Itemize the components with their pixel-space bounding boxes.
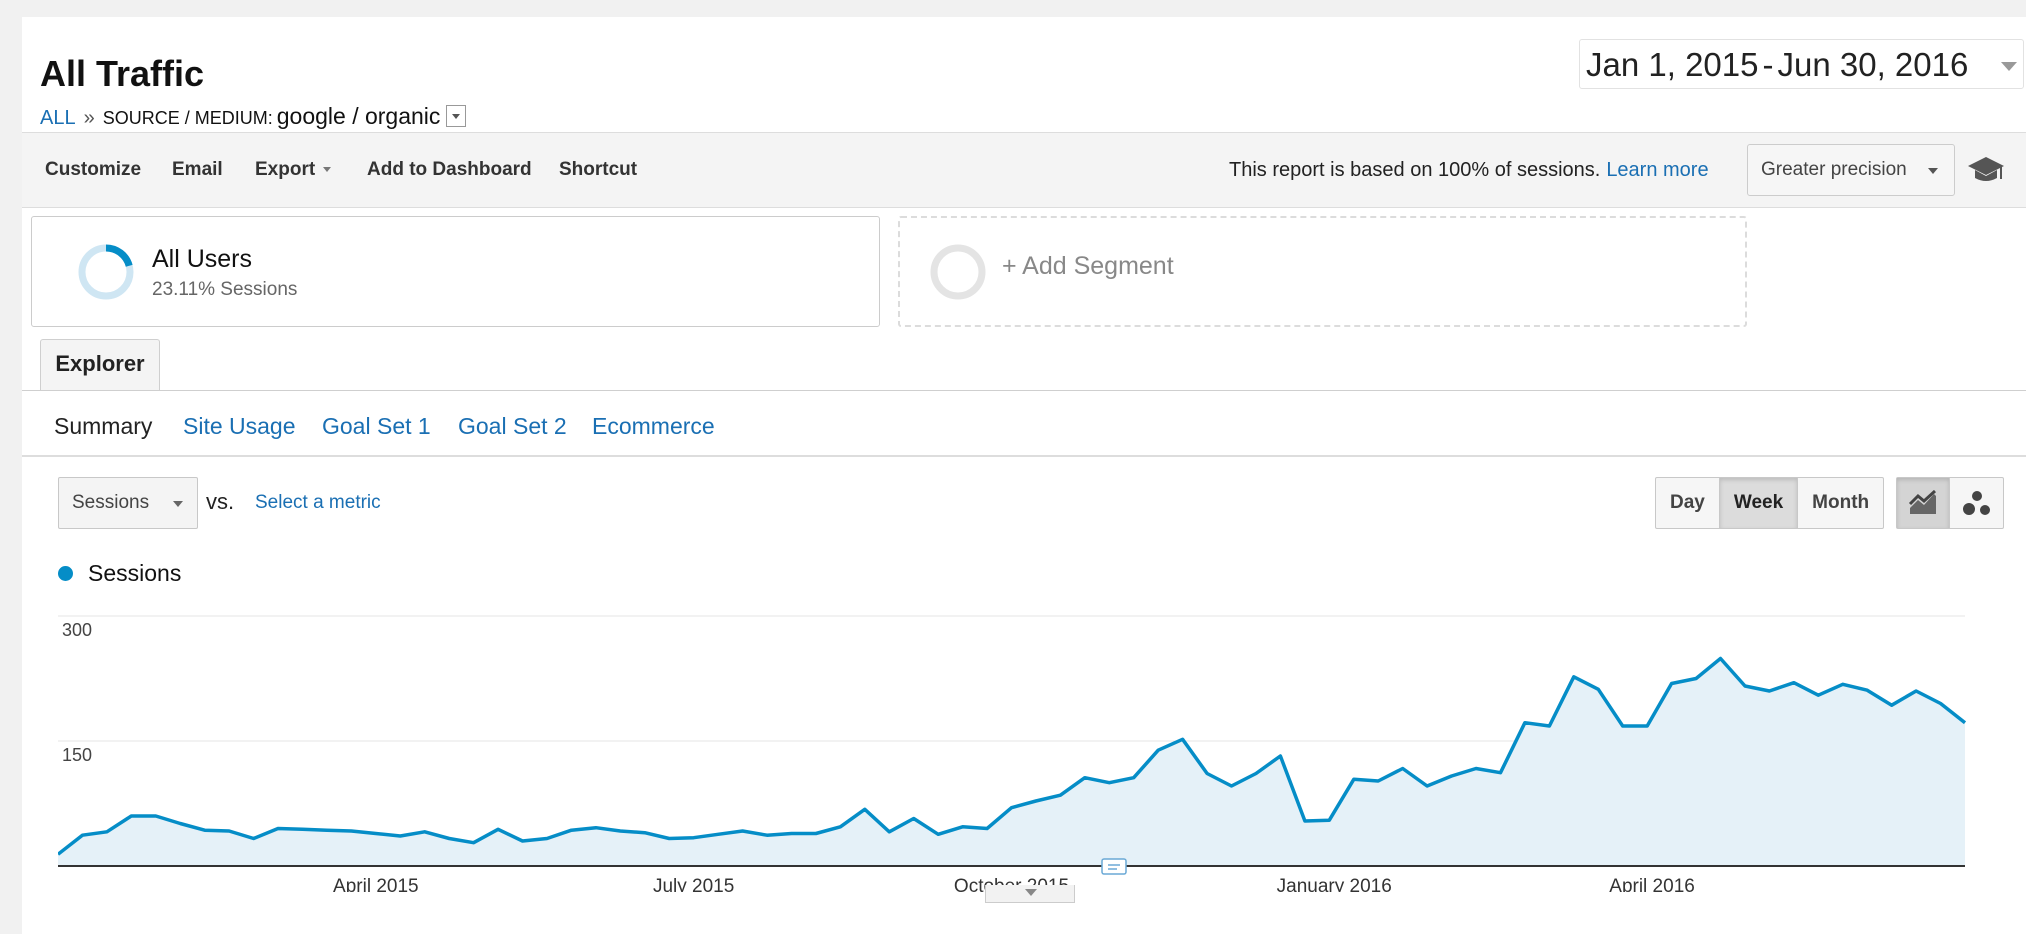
customize-button[interactable]: Customize bbox=[45, 159, 142, 180]
segment-all-users[interactable]: All Users 23.11% Sessions bbox=[31, 216, 880, 327]
legend-marker bbox=[58, 566, 73, 581]
tabs-divider bbox=[22, 390, 2026, 391]
breadcrumb-all-link[interactable]: ALL bbox=[40, 107, 76, 129]
date-range-picker[interactable]: Jan 1, 2015- Jun 30, 2016 bbox=[1579, 39, 2024, 89]
line-chart-view-button[interactable] bbox=[1897, 478, 1950, 528]
add-segment-button[interactable]: + Add Segment bbox=[898, 216, 1747, 327]
date-separator: - bbox=[1762, 46, 1774, 83]
add-segment-label: + Add Segment bbox=[1002, 252, 1174, 280]
metric-select[interactable]: Sessions bbox=[58, 477, 198, 529]
report-toolbar: Customize Email Export Add to Dashboard … bbox=[22, 132, 2026, 208]
precision-label: Greater precision bbox=[1761, 159, 1907, 180]
learn-more-link[interactable]: Learn more bbox=[1606, 159, 1709, 181]
segment-name: All Users bbox=[152, 245, 253, 273]
breadcrumb: ALL » SOURCE / MEDIUM: google / organic bbox=[40, 103, 467, 130]
breadcrumb-dimension: SOURCE / MEDIUM: bbox=[102, 108, 273, 128]
series-line bbox=[58, 656, 1967, 856]
x-tick-label: January 2016 bbox=[1277, 876, 1392, 892]
add-to-dashboard-button[interactable]: Add to Dashboard bbox=[367, 159, 532, 180]
chevron-down-icon bbox=[323, 167, 332, 172]
subtab-site-usage[interactable]: Site Usage bbox=[183, 413, 296, 439]
period-toggle: Day Week Month bbox=[1655, 477, 1885, 529]
chart-view-toggle bbox=[1896, 477, 2004, 529]
graduation-cap-icon[interactable] bbox=[1967, 155, 2005, 190]
x-tick-label: April 2016 bbox=[1609, 876, 1695, 892]
y-tick-label: 300 bbox=[62, 620, 92, 640]
period-week-button[interactable]: Week bbox=[1719, 478, 1799, 528]
vs-label: vs. bbox=[206, 489, 235, 514]
subtab-summary[interactable]: Summary bbox=[54, 413, 153, 439]
segment-donut-icon bbox=[78, 244, 134, 300]
precision-select[interactable]: Greater precision bbox=[1747, 144, 1955, 196]
date-start: Jan 1, 2015 bbox=[1586, 46, 1759, 83]
sampling-note-text: This report is based on 100% of sessions… bbox=[1229, 159, 1601, 181]
select-metric-link[interactable]: Select a metric bbox=[255, 492, 381, 513]
report-page: All Traffic ALL » SOURCE / MEDIUM: google /… bbox=[22, 17, 2026, 934]
breadcrumb-dropdown-button[interactable] bbox=[446, 105, 467, 127]
page-title: All Traffic bbox=[40, 53, 205, 94]
line-chart-icon bbox=[1908, 490, 1937, 514]
breadcrumb-value: google / organic bbox=[276, 103, 441, 129]
annotation-icon bbox=[1101, 858, 1127, 875]
subtabs-divider bbox=[22, 455, 2026, 457]
date-end: Jun 30, 2016 bbox=[1777, 46, 1969, 83]
chevron-down-icon bbox=[2001, 62, 2017, 71]
sampling-note: This report is based on 100% of sessions… bbox=[1229, 133, 1709, 207]
breadcrumb-separator: » bbox=[83, 107, 95, 129]
chevron-down-icon bbox=[1025, 889, 1037, 896]
chevron-down-icon bbox=[173, 501, 183, 507]
shortcut-button[interactable]: Shortcut bbox=[559, 159, 638, 180]
tab-explorer[interactable]: Explorer bbox=[40, 339, 160, 391]
area-fill bbox=[58, 658, 1965, 866]
chevron-down-icon bbox=[1928, 168, 1938, 174]
export-label: Export bbox=[255, 159, 316, 180]
period-day-button[interactable]: Day bbox=[1656, 478, 1720, 528]
motion-chart-icon bbox=[1962, 491, 1990, 515]
motion-chart-view-button[interactable] bbox=[1950, 478, 2003, 528]
subtab-goal-set-2[interactable]: Goal Set 2 bbox=[458, 413, 567, 439]
metric-label: Sessions bbox=[72, 492, 150, 513]
legend-label: Sessions bbox=[88, 560, 182, 586]
subtab-goal-set-1[interactable]: Goal Set 1 bbox=[322, 413, 431, 439]
y-tick-label: 150 bbox=[62, 745, 92, 765]
export-button[interactable]: Export bbox=[255, 133, 332, 207]
subtab-ecommerce[interactable]: Ecommerce bbox=[592, 413, 715, 439]
x-tick-label: July 2015 bbox=[653, 876, 734, 892]
segment-percentage: 23.11% Sessions bbox=[152, 279, 298, 300]
chart-expand-handle[interactable] bbox=[985, 885, 1075, 903]
email-button[interactable]: Email bbox=[172, 159, 223, 180]
x-tick-label: April 2015 bbox=[333, 876, 419, 892]
empty-segment-icon bbox=[930, 244, 986, 300]
period-month-button[interactable]: Month bbox=[1812, 492, 1870, 513]
